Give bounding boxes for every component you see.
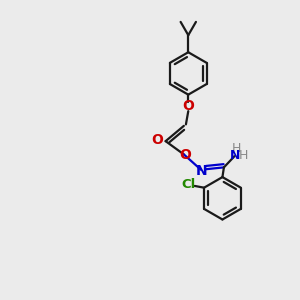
Text: O: O (152, 133, 163, 147)
Text: Cl: Cl (181, 178, 195, 191)
Text: O: O (182, 99, 194, 113)
Text: N: N (196, 164, 207, 178)
Text: H: H (239, 148, 248, 161)
Text: H: H (232, 142, 241, 155)
Text: N: N (230, 148, 240, 161)
Text: O: O (179, 148, 191, 162)
